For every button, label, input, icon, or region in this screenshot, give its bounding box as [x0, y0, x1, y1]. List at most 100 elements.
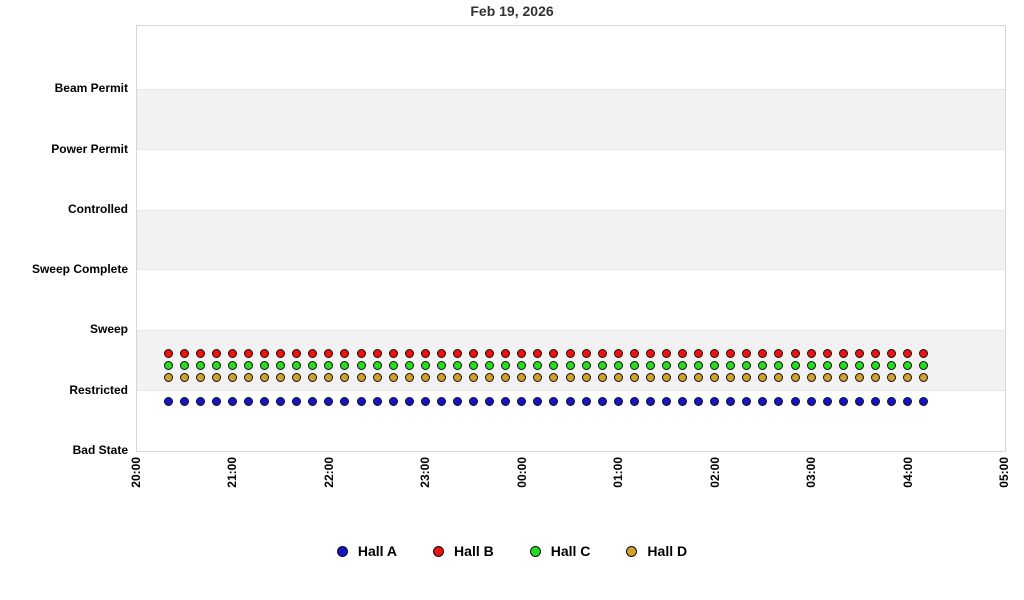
data-point — [324, 397, 334, 407]
data-point — [244, 349, 254, 359]
legend-label: Hall C — [550, 543, 591, 559]
data-point — [581, 397, 591, 407]
data-point — [678, 373, 688, 383]
data-point — [292, 397, 302, 407]
data-point — [549, 349, 559, 359]
data-point — [838, 373, 848, 383]
data-point — [517, 397, 527, 407]
data-point — [694, 373, 704, 383]
data-point — [661, 373, 671, 383]
data-point — [774, 349, 784, 359]
x-axis-tick-label: 03:00 — [804, 457, 819, 488]
legend-label: Hall D — [647, 543, 688, 559]
data-point — [388, 349, 398, 359]
data-point — [919, 361, 929, 371]
x-axis-tick-label: 21:00 — [225, 457, 240, 488]
data-point — [758, 361, 768, 371]
data-point — [179, 361, 189, 371]
y-axis-label: Controlled — [68, 201, 128, 216]
data-point — [179, 397, 189, 407]
data-point — [774, 361, 784, 371]
data-point — [163, 349, 173, 359]
x-axis-tick-label: 22:00 — [321, 457, 336, 488]
legend-marker-icon — [626, 545, 638, 557]
y-axis-label: Power Permit — [51, 141, 128, 156]
data-point — [854, 397, 864, 407]
data-point — [292, 361, 302, 371]
data-point — [260, 349, 270, 359]
x-axis-tick-label: 02:00 — [707, 457, 722, 488]
data-point — [404, 349, 414, 359]
data-point — [645, 361, 655, 371]
data-point — [356, 373, 366, 383]
data-point — [211, 397, 221, 407]
x-axis-tick-label: 20:00 — [129, 457, 143, 488]
data-point — [469, 397, 479, 407]
data-point — [501, 349, 511, 359]
data-point — [806, 361, 816, 371]
data-point — [485, 373, 495, 383]
data-point — [420, 349, 430, 359]
x-axis-tick-label: 04:00 — [900, 457, 915, 488]
y-axis-label: Sweep Complete — [31, 262, 128, 277]
data-point — [629, 397, 639, 407]
data-point — [227, 361, 237, 371]
data-point — [710, 349, 720, 359]
data-point — [806, 373, 816, 383]
data-point — [436, 373, 446, 383]
data-point — [227, 397, 237, 407]
data-point — [919, 349, 929, 359]
data-point — [517, 361, 527, 371]
data-point — [276, 373, 286, 383]
data-point — [565, 361, 575, 371]
data-point — [678, 361, 688, 371]
data-point — [324, 373, 334, 383]
data-point — [742, 397, 752, 407]
data-point — [822, 361, 832, 371]
data-point — [886, 349, 896, 359]
data-point — [694, 361, 704, 371]
data-point — [597, 397, 607, 407]
data-point — [758, 397, 768, 407]
data-point — [195, 373, 205, 383]
data-point — [436, 349, 446, 359]
data-point — [388, 373, 398, 383]
data-point — [340, 397, 350, 407]
data-point — [340, 373, 350, 383]
data-point — [629, 349, 639, 359]
data-point — [340, 349, 350, 359]
data-point — [854, 349, 864, 359]
shaded-band — [137, 89, 1005, 150]
data-point — [211, 349, 221, 359]
data-point — [870, 361, 880, 371]
x-axis-tick-label: 00:00 — [514, 457, 529, 488]
data-point — [244, 397, 254, 407]
data-point — [452, 349, 462, 359]
data-point — [227, 373, 237, 383]
data-point — [903, 361, 913, 371]
data-point — [629, 361, 639, 371]
data-point — [758, 349, 768, 359]
data-point — [870, 373, 880, 383]
data-point — [292, 373, 302, 383]
legend-marker-icon — [529, 545, 541, 557]
data-point — [790, 361, 800, 371]
data-point — [436, 361, 446, 371]
data-point — [597, 373, 607, 383]
data-point — [742, 349, 752, 359]
data-point — [758, 373, 768, 383]
data-point — [163, 397, 173, 407]
legend-marker-icon — [336, 545, 348, 557]
data-point — [790, 397, 800, 407]
data-point — [517, 373, 527, 383]
data-point — [420, 397, 430, 407]
data-point — [195, 397, 205, 407]
data-point — [886, 361, 896, 371]
data-point — [565, 397, 575, 407]
data-point — [549, 397, 559, 407]
legend: Hall A Hall B Hall C Hall D — [0, 543, 1024, 559]
data-point — [485, 397, 495, 407]
data-point — [822, 349, 832, 359]
data-point — [854, 373, 864, 383]
